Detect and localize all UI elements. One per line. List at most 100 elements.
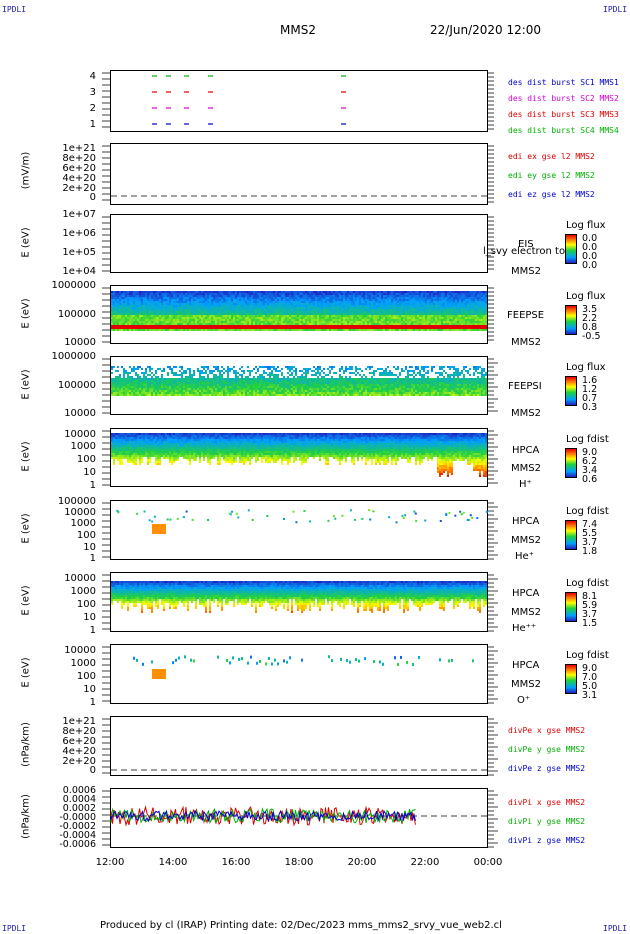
heatmap-cell	[365, 309, 367, 311]
heatmap-cell	[117, 380, 119, 382]
heatmap-cell	[255, 329, 257, 331]
heatmap-cell	[293, 325, 295, 329]
heatmap-cell	[269, 299, 271, 301]
heatmap-cell	[393, 321, 395, 323]
heatmap-cell	[155, 386, 157, 388]
heatmap-cell	[205, 301, 207, 303]
heatmap-cell	[269, 376, 271, 378]
heatmap-cell	[277, 388, 279, 390]
heatmap-cell	[255, 295, 257, 297]
heatmap-cell	[219, 315, 221, 317]
heatmap-cell	[339, 301, 341, 303]
heatmap-cell	[187, 307, 189, 309]
heatmap-cell	[251, 309, 253, 311]
heatmap-cell	[473, 319, 475, 321]
heatmap-cell	[349, 317, 351, 319]
heatmap-cell	[135, 311, 137, 313]
heatmap-cell	[227, 293, 229, 295]
heatmap-cell	[215, 386, 217, 388]
heatmap-cell	[249, 291, 251, 293]
heatmap-cell	[301, 309, 303, 311]
heatmap-cell	[375, 325, 377, 329]
heatmap-cell	[239, 299, 241, 301]
heatmap-cell	[185, 295, 187, 297]
heatmap-cell	[199, 380, 201, 382]
heatmap-cell	[415, 311, 417, 313]
heatmap-cell	[379, 325, 381, 329]
heatmap-cell	[201, 382, 203, 384]
heatmap-cell	[425, 323, 427, 325]
heatmap-cell	[213, 394, 215, 396]
heatmap-cell	[189, 305, 191, 307]
heatmap-cell	[381, 311, 383, 313]
heatmap-cell	[225, 380, 227, 382]
heatmap-cell	[169, 305, 171, 307]
heatmap-cell	[289, 329, 291, 331]
heatmap-cell	[437, 329, 439, 331]
heatmap-cell	[163, 307, 165, 309]
heatmap-cell	[351, 301, 353, 303]
heatmap-cell	[357, 297, 359, 299]
heatmap-cell	[227, 376, 229, 378]
heatmap-cell	[187, 388, 189, 390]
heatmap-cell	[179, 329, 181, 331]
heatmap-cell	[217, 305, 219, 307]
heatmap-cell	[229, 293, 231, 295]
heatmap-cell	[277, 297, 279, 299]
heatmap-cell	[115, 378, 117, 380]
heatmap-cell	[247, 303, 249, 305]
heatmap-cell	[187, 315, 189, 317]
heatmap-cell	[151, 295, 153, 297]
heatmap-cell	[235, 370, 237, 372]
heatmap-cell	[261, 303, 263, 305]
heatmap-cell	[399, 321, 401, 323]
heatmap-cell	[441, 295, 443, 297]
heatmap-cell	[215, 392, 217, 394]
heatmap-cell	[315, 299, 317, 301]
heatmap-cell	[145, 384, 147, 386]
heatmap-cell	[325, 297, 327, 299]
heatmap-cell	[211, 297, 213, 299]
heatmap-cell	[269, 392, 271, 394]
heatmap-cell	[235, 388, 237, 390]
heatmap-cell	[159, 390, 161, 392]
heatmap-cell	[185, 305, 187, 307]
heatmap-cell	[253, 317, 255, 319]
heatmap-cell	[235, 299, 237, 301]
heatmap-cell	[167, 372, 169, 374]
heatmap-cell	[307, 329, 309, 331]
heatmap-cell	[195, 301, 197, 303]
heatmap-cell	[139, 366, 141, 368]
heatmap-cell	[123, 329, 125, 331]
heatmap-cell	[117, 313, 119, 315]
heatmap-cell	[221, 390, 223, 392]
heatmap-cell	[299, 325, 301, 329]
heatmap-cell	[235, 394, 237, 396]
heatmap-cell	[299, 317, 301, 319]
heatmap-cell	[119, 299, 121, 301]
heatmap-cell	[207, 305, 209, 307]
heatmap-cell	[163, 317, 165, 319]
heatmap-cell	[135, 378, 137, 380]
heatmap-cell	[147, 390, 149, 392]
heatmap-cell	[441, 311, 443, 313]
heatmap-cell	[269, 297, 271, 299]
heatmap-cell	[171, 291, 173, 293]
heatmap-cell	[363, 295, 365, 297]
heatmap-cell	[259, 319, 261, 321]
heatmap-cell	[239, 305, 241, 307]
heatmap-cell	[179, 301, 181, 303]
heatmap-cell	[391, 303, 393, 305]
heatmap-cell	[431, 295, 433, 297]
heatmap-cell	[399, 319, 401, 321]
heatmap-cell	[165, 305, 167, 307]
heatmap-cell	[485, 321, 487, 323]
heatmap-cell	[357, 309, 359, 311]
heatmap-cell	[123, 319, 125, 321]
heatmap-cell	[361, 303, 363, 305]
heatmap-cell	[267, 366, 269, 368]
heatmap-cell	[143, 303, 145, 305]
heatmap-cell	[121, 394, 123, 396]
heatmap-cell	[137, 311, 139, 313]
heatmap-cell	[417, 319, 419, 321]
